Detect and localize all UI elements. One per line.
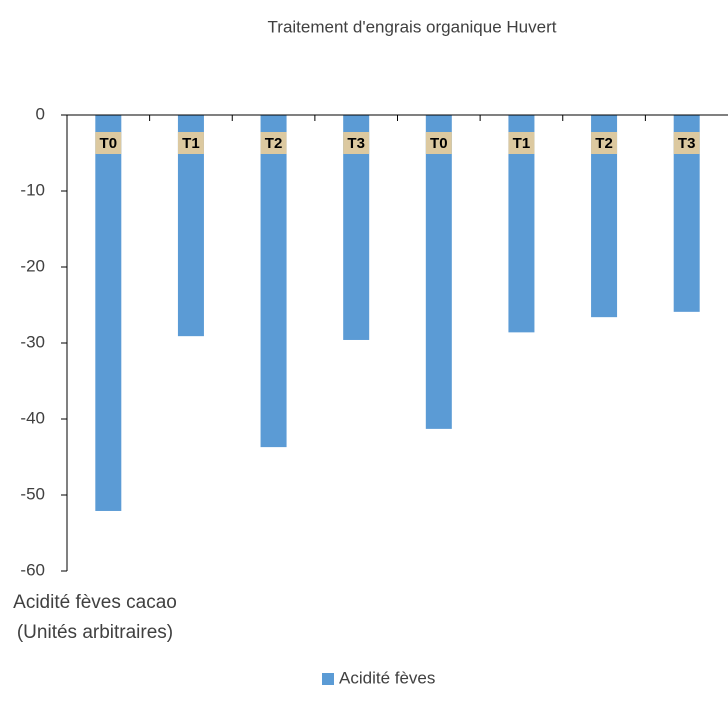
bar: [425, 115, 452, 429]
category-label-box: [591, 132, 618, 154]
x-tick-label: T1: [182, 135, 200, 152]
x-tick-label: T3: [347, 135, 365, 152]
y-tick-label: -10: [20, 180, 45, 199]
category-label-box: [425, 132, 452, 154]
category-label-box: [260, 132, 287, 154]
legend-label: Acidité fèves: [339, 668, 435, 687]
category-label-box: [343, 132, 370, 154]
category-label-box: [508, 132, 535, 154]
x-tick-label: T0: [430, 135, 448, 152]
y-axis-label: Acidité fèves cacao (Unités arbitraires): [13, 592, 177, 643]
x-tick-label: T2: [265, 135, 283, 152]
legend-swatch: [322, 673, 334, 685]
bar: [260, 115, 287, 448]
y-tick-label: 0: [36, 104, 45, 123]
category-label-box: [95, 132, 122, 154]
y-tick-label: -40: [20, 408, 45, 427]
x-tick-label: T2: [595, 135, 613, 152]
x-tick-label: T1: [513, 135, 531, 152]
bar: [95, 115, 122, 511]
x-tick-label: T3: [678, 135, 696, 152]
chart-title: Traitement d'engrais organique Huvert: [268, 17, 557, 36]
category-label-box: [673, 132, 700, 154]
x-tick-label: T0: [100, 135, 118, 152]
category-label-box: [177, 132, 204, 154]
y-tick-label: -60: [20, 560, 45, 579]
y-tick-label: -30: [20, 332, 45, 351]
y-tick-label: -50: [20, 484, 45, 503]
y-tick-label: -20: [20, 256, 45, 275]
